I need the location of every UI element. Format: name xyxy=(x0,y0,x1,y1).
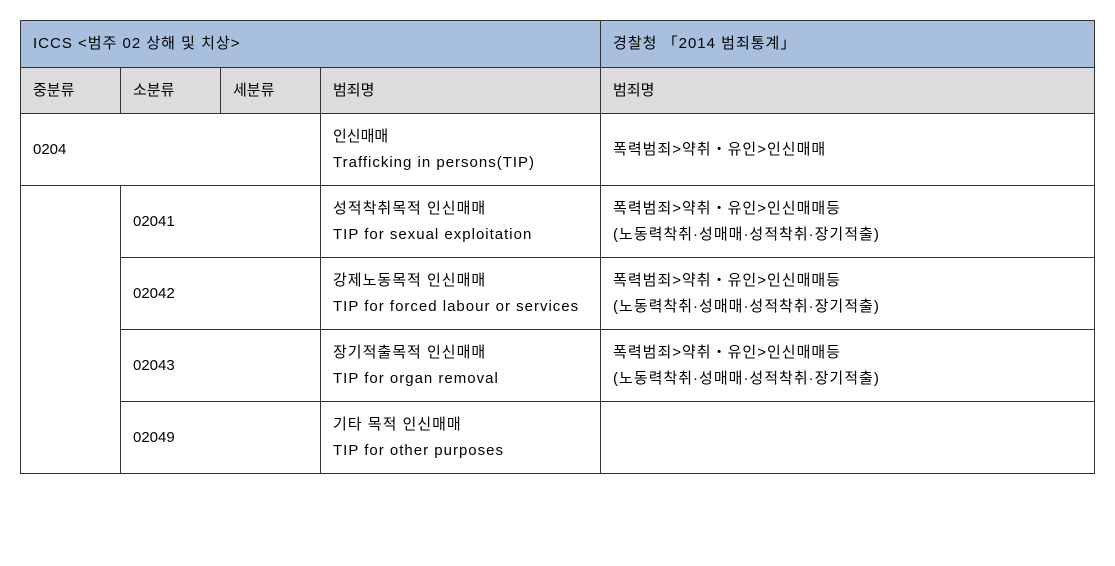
police-line2: (노동력착취·성매매·성적착취·장기적출) xyxy=(613,370,880,387)
crime-cell: 성적착취목적 인신매매 TIP for sexual exploitation xyxy=(321,186,601,258)
table-header-cols: 중분류 소분류 세분류 범죄명 범죄명 xyxy=(21,67,1095,114)
table-row: 02049 기타 목적 인신매매 TIP for other purposes xyxy=(21,402,1095,474)
crime-cell: 강제노동목적 인신매매 TIP for forced labour or ser… xyxy=(321,258,601,330)
blank-cell xyxy=(21,186,121,474)
code-cell: 02049 xyxy=(121,402,321,474)
police-line1: 폭력범죄>약취・유인>인신매매등 xyxy=(613,272,841,289)
crime-cell: 장기적출목적 인신매매 TIP for organ removal xyxy=(321,330,601,402)
table-row: 0204 인신매매 Trafficking in persons(TIP) 폭력… xyxy=(21,114,1095,186)
crime-ko: 인신매매 xyxy=(333,128,388,145)
police-line1: 폭력범죄>약취・유인>인신매매등 xyxy=(613,200,841,217)
code-cell: 0204 xyxy=(21,114,321,186)
crime-ko: 장기적출목적 인신매매 xyxy=(333,344,486,361)
col-detail: 세분류 xyxy=(221,67,321,114)
police-line2: (노동력착취·성매매·성적착취·장기적출) xyxy=(613,226,880,243)
code-cell: 02042 xyxy=(121,258,321,330)
table-row: 02043 장기적출목적 인신매매 TIP for organ removal … xyxy=(21,330,1095,402)
crime-cell: 인신매매 Trafficking in persons(TIP) xyxy=(321,114,601,186)
police-cell xyxy=(601,402,1095,474)
header-iccs: ICCS <범주 02 상해 및 치상> xyxy=(21,21,601,68)
code-cell: 02041 xyxy=(121,186,321,258)
crime-ko: 강제노동목적 인신매매 xyxy=(333,272,486,289)
crime-cell: 기타 목적 인신매매 TIP for other purposes xyxy=(321,402,601,474)
col-major: 중분류 xyxy=(21,67,121,114)
police-line1: 폭력범죄>약취・유인>인신매매등 xyxy=(613,344,841,361)
header-police: 경찰청 「2014 범죄통계」 xyxy=(601,21,1095,68)
col-crime-police: 범죄명 xyxy=(601,67,1095,114)
crime-en: TIP for sexual exploitation xyxy=(333,226,532,243)
crime-ko: 성적착취목적 인신매매 xyxy=(333,200,486,217)
police-cell: 폭력범죄>약취・유인>인신매매등 (노동력착취·성매매·성적착취·장기적출) xyxy=(601,186,1095,258)
col-crime-iccs: 범죄명 xyxy=(321,67,601,114)
iccs-table: ICCS <범주 02 상해 및 치상> 경찰청 「2014 범죄통계」 중분류… xyxy=(20,20,1095,474)
police-cell: 폭력범죄>약취・유인>인신매매 xyxy=(601,114,1095,186)
table-row: 02042 강제노동목적 인신매매 TIP for forced labour … xyxy=(21,258,1095,330)
crime-en: TIP for organ removal xyxy=(333,370,499,387)
code-cell: 02043 xyxy=(121,330,321,402)
police-cell: 폭력범죄>약취・유인>인신매매등 (노동력착취·성매매·성적착취·장기적출) xyxy=(601,258,1095,330)
crime-ko: 기타 목적 인신매매 xyxy=(333,416,462,433)
table-row: 02041 성적착취목적 인신매매 TIP for sexual exploit… xyxy=(21,186,1095,258)
crime-en: TIP for other purposes xyxy=(333,442,504,459)
table-header-top: ICCS <범주 02 상해 및 치상> 경찰청 「2014 범죄통계」 xyxy=(21,21,1095,68)
crime-en: TIP for forced labour or services xyxy=(333,298,579,315)
crime-en: Trafficking in persons(TIP) xyxy=(333,154,535,171)
police-line2: (노동력착취·성매매·성적착취·장기적출) xyxy=(613,298,880,315)
col-minor: 소분류 xyxy=(121,67,221,114)
police-cell: 폭력범죄>약취・유인>인신매매등 (노동력착취·성매매·성적착취·장기적출) xyxy=(601,330,1095,402)
